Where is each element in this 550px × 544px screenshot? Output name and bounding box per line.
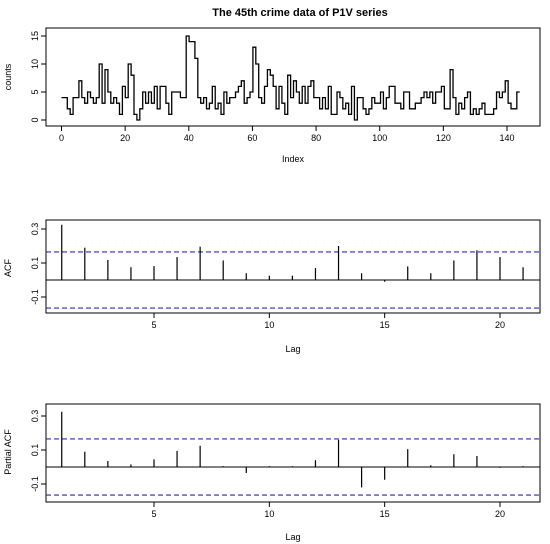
pacf-marks bbox=[46, 411, 540, 496]
x-tick-label: 20 bbox=[495, 509, 505, 519]
y-tick-label: 0.1 bbox=[30, 257, 40, 270]
y-axis-label: counts bbox=[3, 63, 13, 90]
y-tick-label: -0.1 bbox=[30, 289, 40, 305]
plot-frame bbox=[45, 27, 541, 127]
x-tick-label: 10 bbox=[264, 320, 274, 330]
x-axis: 0 20 40 60 80 100 120 140 bbox=[59, 126, 515, 143]
y-axis-label: ACF bbox=[3, 258, 13, 277]
x-tick-label: 20 bbox=[495, 320, 505, 330]
x-tick-label: 20 bbox=[120, 133, 130, 143]
x-tick-label: 40 bbox=[184, 133, 194, 143]
y-tick-label: 0.1 bbox=[30, 444, 40, 457]
x-tick-label: 15 bbox=[380, 320, 390, 330]
pacf-panel: 5 10 15 20 -0.1 0.1 0.3 Lag Partial ACF bbox=[3, 403, 541, 542]
x-tick-label: 0 bbox=[59, 133, 64, 143]
x-tick-label: 10 bbox=[264, 509, 274, 519]
y-tick-label: -0.1 bbox=[30, 476, 40, 492]
x-axis: 5 10 15 20 bbox=[151, 313, 505, 330]
x-tick-label: 60 bbox=[247, 133, 257, 143]
x-tick-label: 140 bbox=[499, 133, 514, 143]
plot-frame bbox=[45, 403, 541, 503]
chart-title: The 45th crime data of P1V series bbox=[212, 7, 387, 19]
x-axis-label: Lag bbox=[285, 344, 300, 354]
y-tick-label: 5 bbox=[30, 89, 40, 94]
x-axis-label: Index bbox=[282, 154, 305, 164]
y-axis: -0.1 0.1 0.3 bbox=[30, 223, 46, 305]
x-tick-label: 15 bbox=[380, 509, 390, 519]
y-tick-label: 0.3 bbox=[30, 223, 40, 236]
y-tick-label: 15 bbox=[30, 31, 40, 41]
acf-marks bbox=[46, 224, 540, 309]
x-tick-label: 120 bbox=[436, 133, 451, 143]
y-tick-label: 0.3 bbox=[30, 410, 40, 423]
x-tick-label: 100 bbox=[372, 133, 387, 143]
acf-panel: 5 10 15 20 -0.1 0.1 0.3 Lag ACF bbox=[3, 219, 541, 354]
x-axis-label: Lag bbox=[285, 532, 300, 542]
y-tick-label: 0 bbox=[30, 117, 40, 122]
x-tick-label: 80 bbox=[311, 133, 321, 143]
x-tick-label: 5 bbox=[151, 509, 156, 519]
y-axis: -0.1 0.1 0.3 bbox=[30, 410, 46, 492]
x-axis: 5 10 15 20 bbox=[151, 502, 505, 519]
plot-frame bbox=[45, 219, 541, 314]
y-tick-label: 10 bbox=[30, 59, 40, 69]
series-step-line bbox=[61, 35, 520, 121]
x-tick-label: 5 bbox=[151, 320, 156, 330]
y-axis: 0 5 10 15 bbox=[30, 31, 46, 123]
y-axis-label: Partial ACF bbox=[3, 429, 13, 475]
time-series-panel: The 45th crime data of P1V series 0 20 40 6… bbox=[3, 7, 541, 164]
